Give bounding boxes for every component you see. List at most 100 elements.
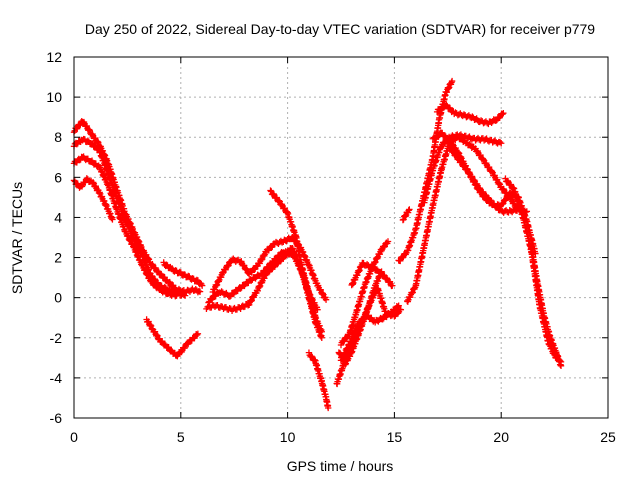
data-point (496, 138, 504, 146)
data-point (448, 77, 456, 85)
data-point (193, 331, 201, 339)
data-point (322, 296, 330, 303)
data-point (83, 175, 91, 182)
data-point (488, 168, 496, 175)
data-point (73, 140, 81, 148)
data-point (499, 110, 506, 118)
plot-frame (73, 56, 609, 419)
x-tick-label: 0 (70, 429, 78, 445)
data-point (196, 288, 204, 295)
data-point (258, 256, 265, 263)
data-point (499, 200, 506, 208)
data-point (260, 251, 267, 259)
data-point (277, 201, 285, 209)
data-point (435, 133, 442, 140)
y-tick-label: 10 (46, 89, 62, 105)
data-series (70, 175, 116, 223)
data-point (318, 334, 325, 341)
data-point (198, 282, 206, 289)
data-point (399, 254, 406, 261)
data-point (406, 206, 413, 213)
data-point (480, 156, 487, 163)
data-point (194, 330, 202, 337)
data-point (493, 203, 500, 210)
x-tick-label: 15 (387, 429, 403, 445)
data-series (160, 259, 206, 289)
data-point (389, 282, 396, 289)
y-tick-label: 4 (54, 209, 62, 225)
data-series (421, 131, 505, 206)
data-point (443, 101, 450, 109)
data-point (84, 137, 92, 144)
data-point (319, 290, 326, 297)
y-tick-label: -6 (50, 410, 63, 426)
plot-border (73, 56, 609, 419)
data-point (275, 197, 283, 204)
data-series (399, 206, 413, 224)
data-point (379, 316, 386, 323)
data-point (237, 285, 244, 292)
data-series (305, 349, 332, 412)
y-tick-label: -4 (50, 370, 63, 386)
data-point (391, 313, 398, 320)
data-point (318, 328, 325, 335)
data-point (311, 356, 318, 363)
data-point (265, 268, 273, 276)
data-point (496, 180, 503, 187)
data-points (70, 77, 565, 412)
data-point (557, 362, 565, 370)
data-point (95, 139, 102, 146)
y-tick-label: 2 (54, 250, 62, 266)
data-point (85, 126, 93, 133)
data-point (282, 252, 289, 259)
data-point (243, 265, 250, 272)
y-axis-label: SDTVAR / TECUs (9, 182, 25, 294)
y-tick-label: 6 (54, 169, 62, 185)
data-series (527, 242, 565, 370)
data-point (441, 132, 449, 139)
data-point (510, 184, 517, 192)
data-point (498, 140, 505, 147)
data-point (395, 302, 402, 309)
data-point (173, 292, 180, 299)
data-series (143, 316, 202, 360)
x-tick-label: 25 (600, 429, 616, 445)
data-series (267, 187, 325, 335)
data-series (348, 259, 396, 290)
data-point (86, 127, 93, 134)
chart-title: Day 250 of 2022, Sidereal Day-to-day VTE… (85, 21, 595, 37)
y-tick-label: 0 (54, 290, 62, 306)
data-point (94, 138, 101, 145)
data-point (267, 187, 274, 194)
grid (74, 57, 608, 418)
data-point (523, 208, 531, 215)
data-point (482, 191, 489, 199)
x-axis-label: GPS time / hours (287, 458, 394, 474)
data-series (70, 153, 180, 300)
data-point (109, 216, 116, 223)
x-tick-label: 20 (493, 429, 509, 445)
data-point (394, 303, 401, 311)
data-point (492, 117, 500, 125)
data-point (460, 162, 468, 169)
data-point (384, 238, 392, 245)
data-series (337, 238, 392, 349)
y-tick-label: 12 (46, 49, 62, 65)
data-point (449, 148, 457, 155)
data-series (433, 101, 507, 128)
data-point (181, 292, 189, 299)
data-point (247, 297, 255, 305)
axis-ticks: 0 5 10 15 20 25 -6 -4 -2 0 2 4 6 8 10 12 (46, 49, 616, 445)
data-point (274, 260, 281, 268)
x-tick-label: 5 (177, 429, 185, 445)
y-tick-label: 8 (54, 129, 62, 145)
data-point (501, 196, 508, 203)
data-series (404, 133, 520, 305)
data-point (470, 176, 478, 184)
x-tick-label: 10 (280, 429, 296, 445)
data-series (209, 234, 330, 303)
data-point (145, 255, 152, 262)
data-point (469, 113, 476, 120)
